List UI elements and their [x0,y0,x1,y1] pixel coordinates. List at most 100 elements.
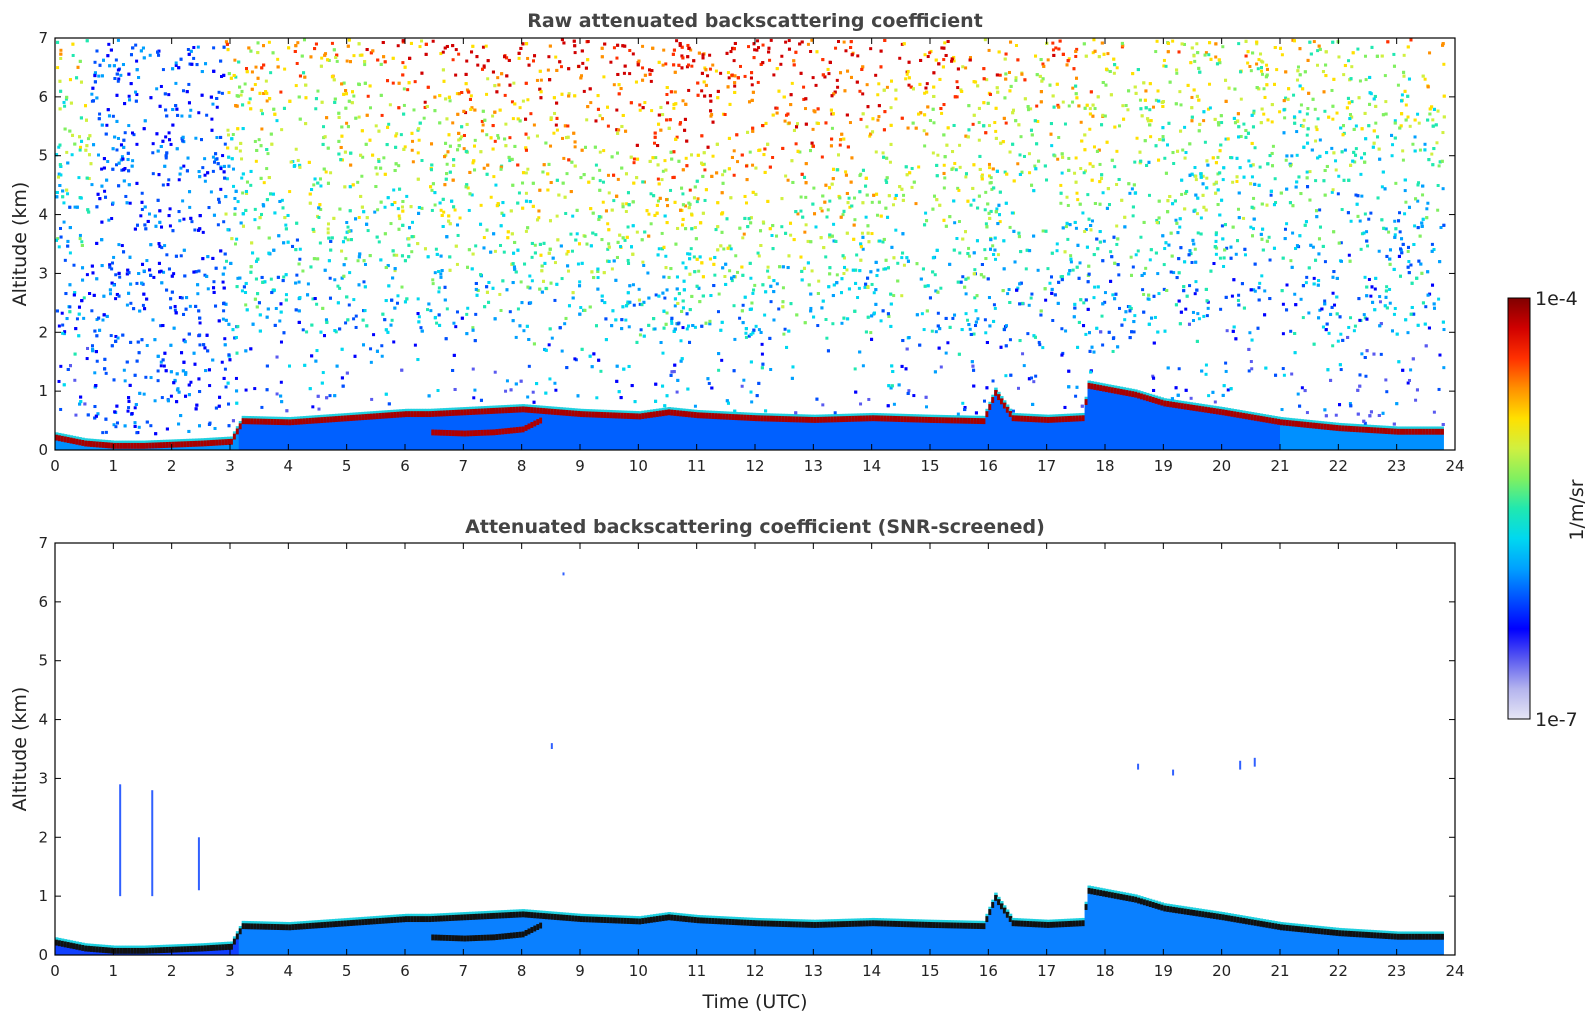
noise-pixel [1164,64,1168,68]
cloud-layer-cell [1119,388,1124,395]
noise-pixel [720,358,724,362]
noise-pixel [97,74,101,78]
aerosol-cell [273,421,278,450]
noise-pixel [957,220,961,224]
aerosol-edge-cell [580,408,584,414]
noise-pixel [190,220,194,224]
noise-pixel [1207,53,1211,57]
aerosol-cell [670,412,674,450]
aerosol-edge-cell [265,416,269,422]
cloud-layer-cell [250,418,254,425]
noise-pixel [1138,98,1142,102]
noise-pixel [330,41,334,45]
cloud-layer-cell [1151,397,1156,403]
noise-pixel [1157,292,1161,296]
noise-pixel [738,64,742,68]
aerosol-cell [323,419,327,450]
chart-title-raw: Raw attenuated backscattering coefficien… [527,10,983,32]
noise-pixel [1252,196,1256,200]
cloud-layer-cell [1215,408,1220,415]
noise-pixel [1333,303,1337,307]
cloud-layer-cell [658,410,663,417]
noise-pixel [496,134,500,138]
cloud-layer-cell [1008,411,1013,417]
cloud-layer-cell [1049,416,1054,423]
noise-pixel [956,186,960,190]
aerosol-cell [895,418,899,450]
noise-pixel [90,309,94,313]
noise-pixel [316,89,320,93]
noise-pixel [1092,145,1096,149]
noise-pixel [600,299,604,303]
aerosol-cell [1140,395,1144,450]
noise-pixel [1193,247,1197,251]
noise-pixel [1016,386,1020,390]
noise-pixel [595,396,599,400]
noise-pixel [215,135,219,139]
noise-pixel [920,312,924,316]
noise-pixel [665,311,669,315]
noise-pixel [352,298,356,302]
cloud-layer-cell [1140,393,1144,400]
noise-pixel [107,42,111,46]
noise-pixel [457,52,461,56]
noise-pixel [322,136,326,140]
aerosol-edge-cell [1096,382,1100,387]
noise-pixel [222,309,226,313]
cloud-layer-cell [647,412,651,419]
aerosol-cell [1049,419,1054,450]
noise-pixel [62,201,66,205]
noise-pixel [700,89,704,93]
noise-pixel [423,105,427,109]
aerosol-edge-cell [92,438,97,444]
noise-pixel [296,41,300,45]
aerosol-cell [1294,423,1299,450]
aerosol-cell [300,420,304,450]
noise-pixel [1163,247,1167,251]
noise-pixel [1442,62,1446,66]
noise-pixel [881,151,885,155]
noise-pixel [733,337,737,341]
cloud-layer-cell [416,411,421,418]
noise-pixel [1331,291,1335,295]
noise-pixel [254,159,258,163]
noise-pixel [1437,297,1441,301]
noise-pixel [326,231,330,235]
noise-pixel [1056,157,1060,161]
noise-pixel [1334,168,1338,172]
noise-pixel [232,184,236,188]
noise-pixel [1213,400,1217,404]
noise-pixel [853,218,857,222]
noise-pixel [847,196,851,200]
noise-pixel [1199,216,1203,220]
noise-pixel [95,359,99,363]
cloud-layer-cell [705,412,709,419]
aerosol-cell [790,418,794,450]
aerosol-cell [635,415,639,450]
aerosol-edge-cell [1020,413,1024,419]
aerosol-cell [1110,389,1115,450]
cloud-layer-cell [329,416,333,423]
cloud-layer-cell [959,417,963,424]
noise-pixel [253,83,257,87]
noise-pixel [732,59,736,63]
noise-pixel [471,367,475,371]
noise-pixel [554,388,558,392]
aerosol-cell [378,415,383,450]
aerosol-cell [75,441,79,450]
noise-pixel [71,53,75,57]
aerosol-cell [1379,430,1383,450]
noise-pixel [870,232,874,236]
cloud-layer-cell [498,407,502,414]
lower-cloud-cell [536,419,540,425]
noise-pixel [1268,258,1272,262]
aerosol-cell [1142,396,1147,450]
aerosol-cell [912,418,917,450]
noise-pixel [267,40,271,44]
aerosol-cell [1306,424,1310,450]
noise-pixel [1161,135,1165,139]
noise-pixel [855,253,859,257]
cloud-layer-cell [720,413,724,420]
cloud-layer-cell [737,414,742,421]
